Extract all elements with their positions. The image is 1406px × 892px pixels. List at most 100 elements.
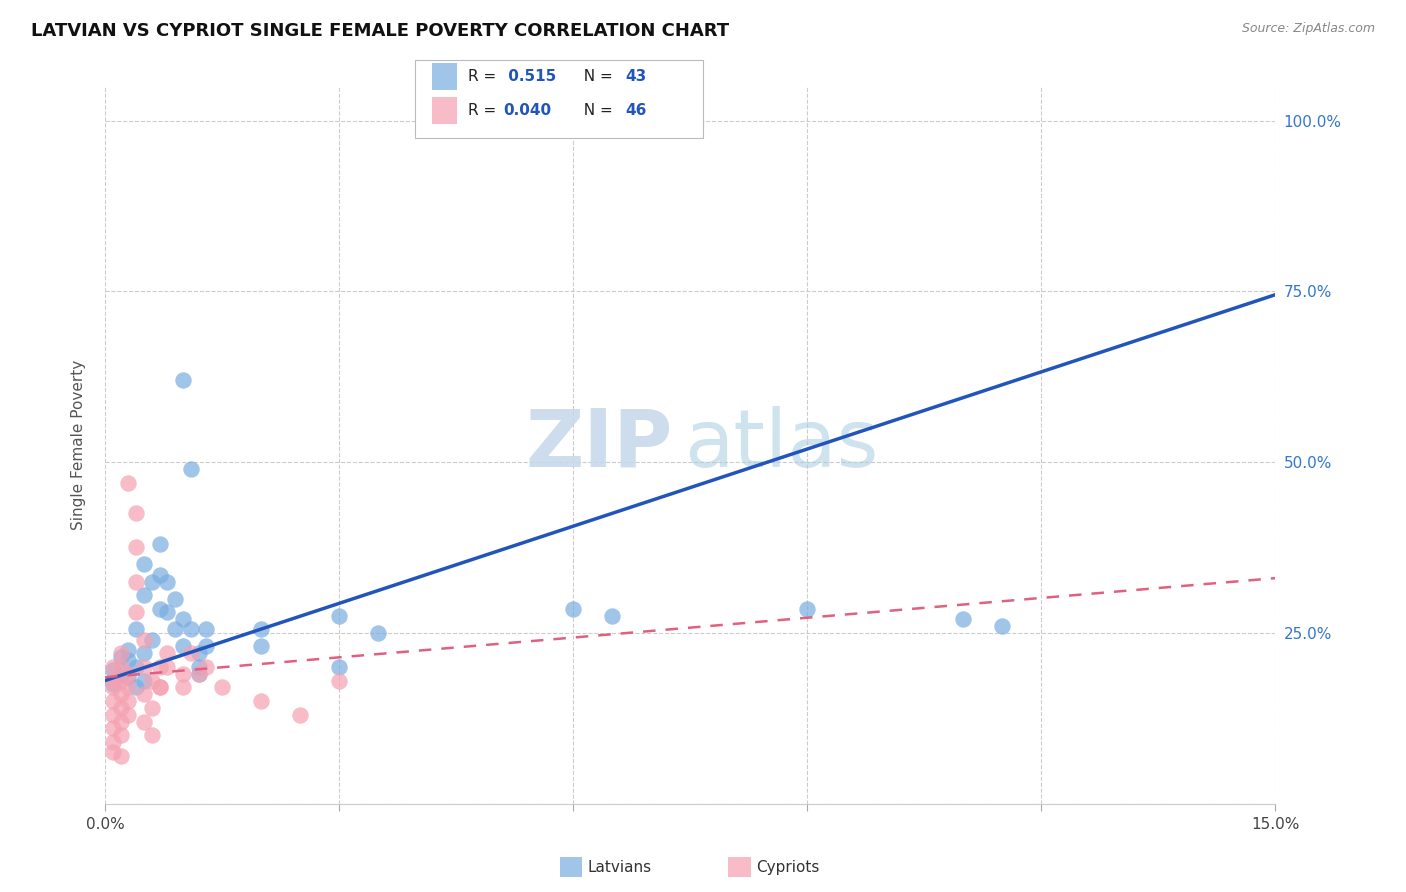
Point xyxy=(796,602,818,616)
Point xyxy=(132,660,155,674)
Text: N =: N = xyxy=(574,103,617,119)
Point xyxy=(132,714,155,729)
Point xyxy=(180,623,202,637)
Point xyxy=(172,373,194,387)
Point xyxy=(101,745,124,759)
Point xyxy=(110,714,132,729)
Point xyxy=(132,687,155,701)
Point xyxy=(156,574,179,589)
Point xyxy=(172,612,194,626)
Point xyxy=(288,707,311,722)
Point xyxy=(117,694,139,708)
Text: atlas: atlas xyxy=(685,406,879,484)
Point xyxy=(110,748,132,763)
Point xyxy=(125,541,148,555)
Text: N =: N = xyxy=(574,69,617,84)
Point xyxy=(250,694,273,708)
Point xyxy=(952,612,974,626)
Point xyxy=(117,653,139,667)
Point xyxy=(125,574,148,589)
Text: R =: R = xyxy=(468,103,502,119)
Point xyxy=(180,462,202,476)
Text: 0.040: 0.040 xyxy=(503,103,551,119)
Point xyxy=(141,632,163,647)
Point xyxy=(101,681,124,695)
Point xyxy=(110,649,132,664)
Point xyxy=(187,666,209,681)
Point xyxy=(149,660,172,674)
Point xyxy=(125,623,148,637)
Point xyxy=(110,646,132,660)
Point xyxy=(187,660,209,674)
Point xyxy=(149,567,172,582)
Point xyxy=(101,707,124,722)
Point xyxy=(110,687,132,701)
Text: LATVIAN VS CYPRIOT SINGLE FEMALE POVERTY CORRELATION CHART: LATVIAN VS CYPRIOT SINGLE FEMALE POVERTY… xyxy=(31,22,730,40)
Point xyxy=(562,602,585,616)
Point xyxy=(132,646,155,660)
Y-axis label: Single Female Poverty: Single Female Poverty xyxy=(72,359,86,530)
Point xyxy=(149,681,172,695)
Point xyxy=(165,591,187,606)
Point xyxy=(132,673,155,688)
Point xyxy=(328,673,350,688)
Text: Latvians: Latvians xyxy=(588,860,652,874)
Point xyxy=(132,558,155,572)
Point xyxy=(211,681,233,695)
Point xyxy=(250,640,273,654)
Text: Source: ZipAtlas.com: Source: ZipAtlas.com xyxy=(1241,22,1375,36)
Point xyxy=(125,605,148,619)
Point xyxy=(125,660,148,674)
Point xyxy=(141,673,163,688)
Point xyxy=(117,707,139,722)
Point xyxy=(141,574,163,589)
Point xyxy=(195,660,218,674)
Text: 43: 43 xyxy=(626,69,647,84)
Text: 0.515: 0.515 xyxy=(503,69,557,84)
Point xyxy=(141,701,163,715)
Point xyxy=(125,506,148,520)
Point xyxy=(328,660,350,674)
Point xyxy=(110,660,132,674)
Point xyxy=(600,608,623,623)
Point xyxy=(149,681,172,695)
Point xyxy=(156,605,179,619)
Point xyxy=(132,588,155,602)
Point xyxy=(101,735,124,749)
Point xyxy=(156,646,179,660)
Point xyxy=(110,701,132,715)
Text: Cypriots: Cypriots xyxy=(756,860,820,874)
Point xyxy=(132,632,155,647)
Point xyxy=(187,666,209,681)
Point xyxy=(117,475,139,490)
Point xyxy=(117,643,139,657)
Point xyxy=(367,625,389,640)
Point xyxy=(180,646,202,660)
Point xyxy=(101,694,124,708)
Point xyxy=(172,666,194,681)
Point xyxy=(101,660,124,674)
Point xyxy=(172,681,194,695)
Point xyxy=(149,537,172,551)
Point xyxy=(101,722,124,736)
Point xyxy=(149,602,172,616)
Point xyxy=(101,677,124,691)
Point xyxy=(172,640,194,654)
Point xyxy=(117,670,139,684)
Point xyxy=(187,646,209,660)
Point xyxy=(110,666,132,681)
Point xyxy=(110,728,132,742)
Text: R =: R = xyxy=(468,69,502,84)
Text: 46: 46 xyxy=(626,103,647,119)
Point xyxy=(328,608,350,623)
Point xyxy=(195,623,218,637)
Point xyxy=(250,623,273,637)
Point xyxy=(991,619,1014,633)
Point xyxy=(156,660,179,674)
Point xyxy=(141,728,163,742)
Point xyxy=(165,623,187,637)
Point xyxy=(125,681,148,695)
Point xyxy=(117,666,139,681)
Point xyxy=(110,673,132,688)
Point xyxy=(101,663,124,677)
